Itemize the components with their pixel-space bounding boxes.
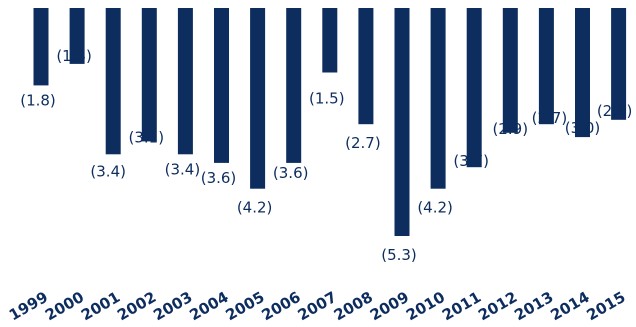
data-labels-layer: (1.8)(1.3)(3.4)(3.1)(3.4) (3.6)(4.2)(3.6)… (20, 47, 632, 264)
bar-2001 (105, 8, 121, 155)
bar-2010 (430, 8, 446, 189)
data-label-2005: (4.2) (237, 199, 273, 217)
x-tick-label-2007: 2007 (295, 288, 340, 324)
bar-2009 (394, 8, 410, 236)
x-tick-label-2001: 2001 (78, 288, 123, 324)
bar-2000 (69, 8, 85, 64)
x-tick-label-2011: 2011 (439, 288, 484, 324)
bar-2015 (611, 8, 627, 120)
data-label-2015: (2.6) (597, 102, 633, 120)
x-tick-labels-layer: 1999200020012002200320042005200620072008… (6, 288, 629, 324)
data-label-2010: (4.2) (417, 199, 453, 217)
bar-2011 (466, 8, 482, 168)
x-tick-label-2000: 2000 (42, 288, 87, 324)
x-tick-label-2010: 2010 (403, 288, 448, 324)
x-tick-label-2008: 2008 (331, 288, 376, 324)
x-tick-label-1999: 1999 (6, 288, 51, 324)
bar-2002 (141, 8, 157, 142)
x-tick-label-2015: 2015 (583, 288, 628, 324)
data-label-2013: (2.7) (532, 109, 568, 127)
bar-2013 (538, 8, 554, 125)
x-tick-label-2014: 2014 (547, 288, 592, 324)
data-label-2011: (3.7) (453, 152, 489, 170)
x-tick-label-2012: 2012 (475, 288, 520, 324)
data-label-2009: (5.3) (381, 246, 417, 264)
bar-2012 (502, 8, 518, 133)
data-label-2000: (1.3) (56, 47, 92, 65)
x-tick-label-2006: 2006 (259, 288, 304, 324)
data-label-2001: (3.4) (90, 162, 126, 180)
x-tick-label-2009: 2009 (367, 288, 412, 324)
bar-2005 (250, 8, 266, 189)
data-label-2003: (3.4) (165, 160, 201, 178)
bar-2006 (286, 8, 302, 163)
bar-2003 (177, 8, 193, 155)
x-tick-label-2002: 2002 (114, 288, 159, 324)
data-label-2008: (2.7) (345, 134, 381, 152)
data-label-2007: (1.5) (309, 90, 345, 108)
data-label-2012: (2.9) (493, 120, 529, 138)
bar-2007 (322, 8, 338, 73)
x-tick-label-2013: 2013 (511, 288, 556, 324)
x-tick-label-2003: 2003 (150, 288, 195, 324)
data-label-2002: (3.1) (129, 128, 165, 146)
bar-2004 (214, 8, 229, 163)
x-tick-label-2005: 2005 (222, 288, 267, 324)
bar-2014 (575, 8, 590, 138)
data-label-1999: (1.8) (20, 91, 56, 109)
data-label-2004: (3.6) (201, 169, 237, 187)
data-label-2006: (3.6) (273, 164, 309, 182)
x-tick-label-2004: 2004 (186, 288, 231, 324)
bar-1999 (33, 8, 49, 86)
bar-2008 (358, 8, 374, 125)
data-label-2014: (3.0) (565, 119, 601, 137)
bars-layer (33, 8, 627, 236)
